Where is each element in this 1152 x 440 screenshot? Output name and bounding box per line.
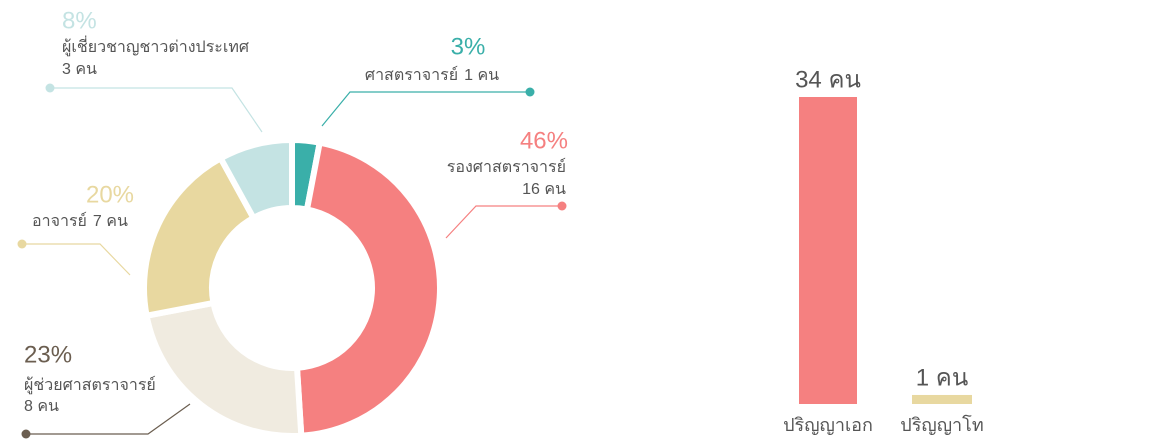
value-label: 34 คน <box>795 66 861 93</box>
percent-label: 8% <box>62 7 97 34</box>
leader-dot <box>21 429 31 439</box>
count-label: 3 คน <box>62 61 97 78</box>
slice-label: อาจารย์ 7 คน <box>32 211 128 230</box>
percent-label: 3% <box>451 33 486 60</box>
leader-line <box>26 403 191 435</box>
count-label: 8 คน <box>24 398 59 415</box>
leader-dot <box>525 87 535 97</box>
leader-dot <box>45 83 55 93</box>
bar <box>799 97 857 404</box>
donut-slice <box>143 299 305 439</box>
value-label: 1 คน <box>916 364 968 391</box>
category-label: รองศาสตราจารย์ <box>447 157 566 176</box>
leader-line <box>321 91 530 127</box>
bar <box>912 394 972 404</box>
donut-slice <box>293 139 443 439</box>
leader-line <box>50 87 263 133</box>
count-label: 16 คน <box>522 181 566 198</box>
percent-label: 20% <box>86 181 134 208</box>
donut-slice <box>141 154 258 320</box>
leader-dot <box>17 239 27 249</box>
category-label: อาจารย์ <box>32 211 87 230</box>
category-label: ผู้เชี่ยวชาญชาวต่างประเทศ <box>62 35 249 57</box>
leader-line <box>445 205 562 239</box>
category-label: ผู้ช่วยศาสตราจารย์ <box>24 375 156 395</box>
donut-slice <box>216 136 295 222</box>
slice-label: ศาสตราจารย์ 1 คน <box>365 65 499 84</box>
count-label: 1 คน <box>464 67 499 84</box>
count-label: 7 คน <box>93 213 128 230</box>
category-label: ศาสตราจารย์ <box>365 65 458 84</box>
x-tick-label: ปริญญาโท <box>900 414 983 435</box>
leader-line <box>22 243 131 276</box>
leader-dot <box>557 201 567 211</box>
percent-label: 46% <box>520 127 568 154</box>
percent-label: 23% <box>24 341 72 368</box>
x-tick-label: ปริญญาเอก <box>783 415 873 435</box>
